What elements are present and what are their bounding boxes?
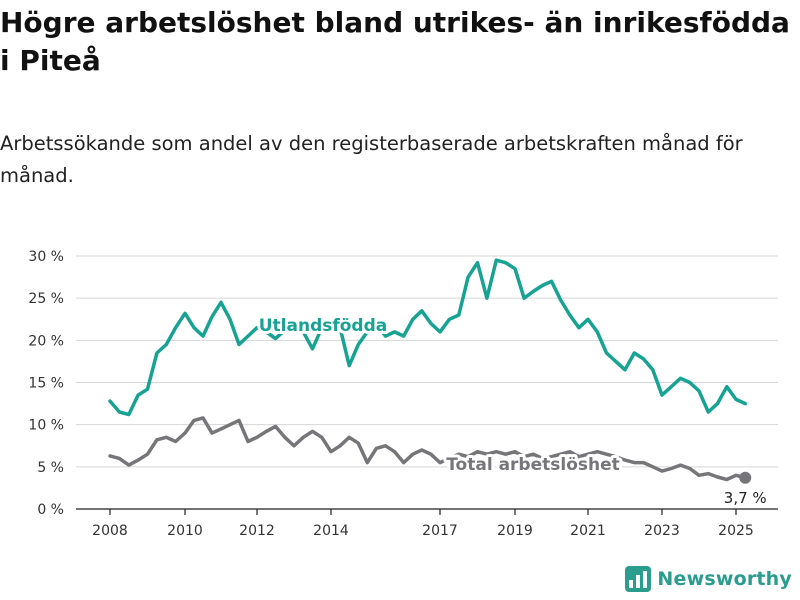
series-label-foreign-born-halo: Utlandsfödda [259,316,388,336]
y-tick-label: 0 % [37,502,64,518]
y-tick-label: 30 % [28,249,64,265]
chart-subtitle: Arbetssökande som andel av den registerb… [0,132,743,187]
x-tick-label: 2010 [167,523,203,539]
y-tick-label: 25 % [28,291,64,307]
x-tick-label: 2008 [92,523,128,539]
series-label-total-halo: Total arbetslöshet [446,455,620,475]
x-tick-label: 2021 [570,523,606,539]
chart-title: Högre arbetslöshet bland utrikes- än inr… [0,6,790,77]
y-tick-label: 20 % [28,333,64,349]
x-tick-label: 2017 [422,523,458,539]
x-tick-label: 2019 [497,523,533,539]
x-tick-label: 2023 [644,523,680,539]
bar-chart-logo-icon [625,566,652,592]
endpoint-value-label: 3,7 % [724,489,767,507]
y-tick-label: 10 % [28,418,64,434]
series-label-foreign-born: Utlandsfödda [259,316,388,336]
endpoint-marker [739,471,752,484]
brand-name: Newsworthy [657,568,792,590]
line-chart: 0 % 5 % 10 % 15 % 20 % 25 % 30 % 2008 2010 2012 20… [28,249,778,539]
y-tick-label: 15 % [28,376,64,392]
x-tick-label: 2012 [239,523,275,539]
series-label-total: Total arbetslöshet [446,455,620,475]
x-tick-label: 2014 [313,523,349,539]
x-tick-label: 2025 [718,523,754,539]
total-unemployment-line [108,416,748,482]
y-tick-label: 5 % [37,460,64,476]
brand-logo[interactable]: Newsworthy [625,564,792,594]
foreign-born-line [108,258,748,417]
